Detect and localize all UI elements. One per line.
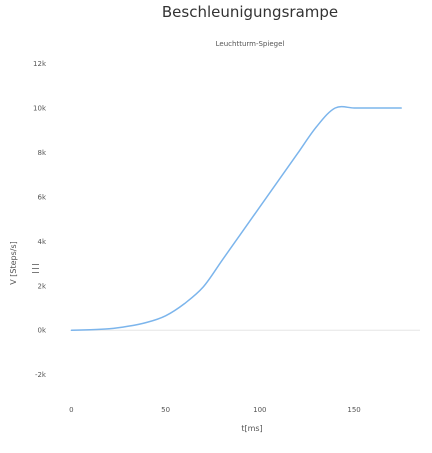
y-tick-label: 2k xyxy=(37,282,46,290)
x-axis-title: t[ms] xyxy=(241,424,262,433)
plot-area xyxy=(70,105,420,331)
y-tick-label: 10k xyxy=(33,105,47,113)
y-tick-label: 8k xyxy=(37,149,46,157)
y-tick-label: 6k xyxy=(37,193,46,201)
y-tick-label: 0k xyxy=(37,327,46,335)
series-line[interactable] xyxy=(70,105,402,331)
y-axis-ticks: -2k 0k 2k 4k 6k 8k 10k 12k xyxy=(33,60,47,379)
y-tick-label: -2k xyxy=(35,371,47,379)
x-tick-label: 150 xyxy=(347,406,360,414)
x-tick-label: 50 xyxy=(161,406,170,414)
chart-title: Beschleunigungsrampe xyxy=(162,3,338,21)
chart-subtitle: Leuchtturm-Spiegel xyxy=(216,40,285,48)
y-tick-label: 12k xyxy=(33,60,47,68)
y-axis-title: V [Steps/s] xyxy=(9,241,18,285)
x-axis-ticks: 0 50 100 150 xyxy=(69,406,361,414)
hamburger-menu-icon[interactable] xyxy=(32,264,39,273)
x-tick-label: 100 xyxy=(253,406,266,414)
y-tick-label: 4k xyxy=(37,238,46,246)
x-tick-label: 0 xyxy=(69,406,73,414)
